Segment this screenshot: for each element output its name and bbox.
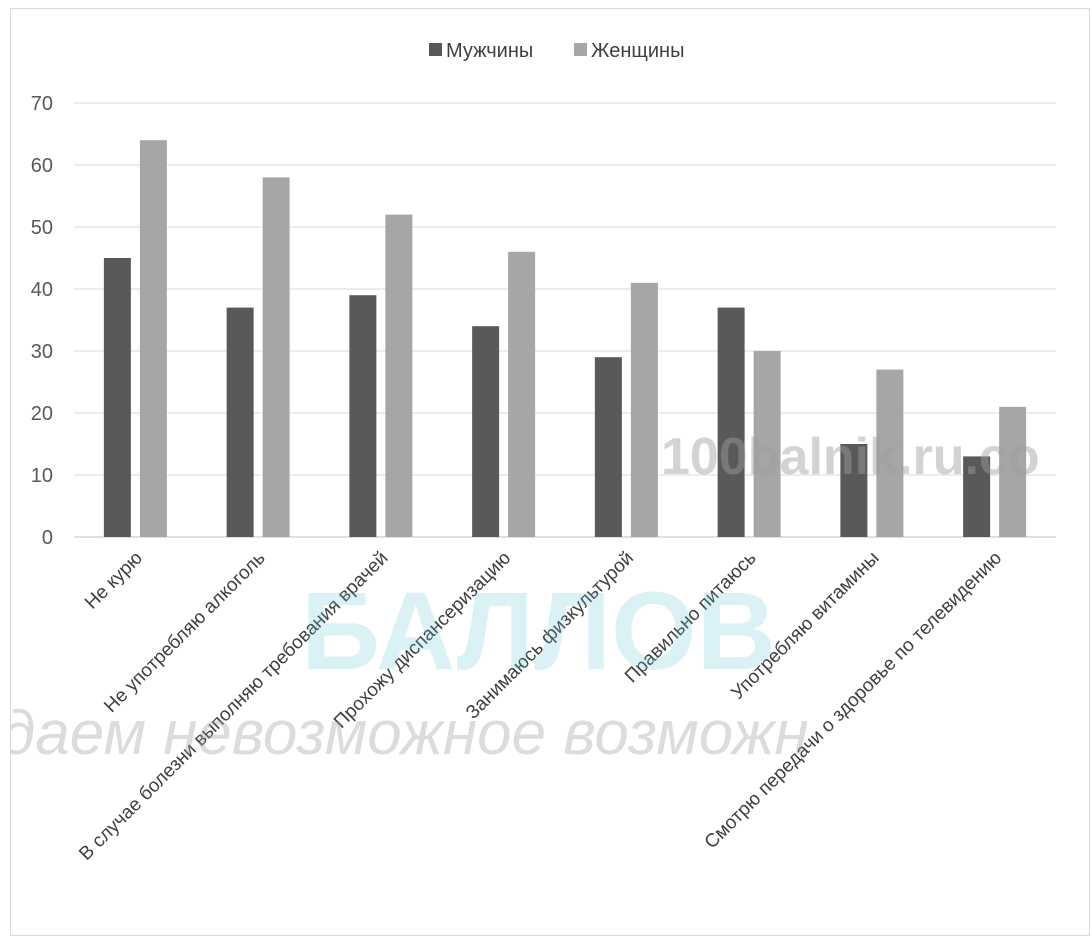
y-tick-label: 10 [31,465,53,487]
bar-women [876,369,904,537]
y-tick-label: 20 [31,403,53,425]
bar-men [226,307,254,537]
bar-men [103,258,131,537]
y-tick-label: 60 [31,155,53,177]
bar-women [999,406,1027,537]
y-tick-label: 70 [31,93,53,115]
legend-swatch [574,43,587,56]
bar-men [349,295,377,537]
y-tick-label: 30 [31,341,53,363]
chart-frame: 0 10 20 30 40 50 60 70 Не курю Не употребляю алк… [10,8,1090,936]
bars [103,140,1027,538]
legend-label: Мужчины [446,40,533,62]
bar-men [840,444,868,537]
y-tick-label: 50 [31,217,53,239]
bar-men [963,456,991,537]
legend: Мужчины Женщины [429,40,684,62]
watermark-slogan: даем невозможное возможн [11,699,809,768]
watermark-site: 100balnik.ru.co [661,428,1040,486]
bar-men [472,326,500,537]
bar-women [139,140,167,537]
bar-women [508,251,536,538]
legend-swatch [429,43,442,56]
y-tick-label: 40 [31,279,53,301]
bar-women [385,214,413,537]
legend-label: Женщины [591,40,684,62]
bar-women [262,177,290,537]
watermark-brand: БАЛЛОВ [301,570,776,693]
bar-men [594,357,622,537]
watermark: 100balnik.ru.co БАЛЛОВ даем невозможное … [11,428,1040,768]
bar-women [630,282,658,537]
bar-women [753,351,781,537]
x-tick-label: Не курю [81,548,147,614]
bar-men [717,307,745,537]
y-axis: 0 10 20 30 40 50 60 70 [31,93,53,549]
y-tick-label: 0 [42,527,53,549]
